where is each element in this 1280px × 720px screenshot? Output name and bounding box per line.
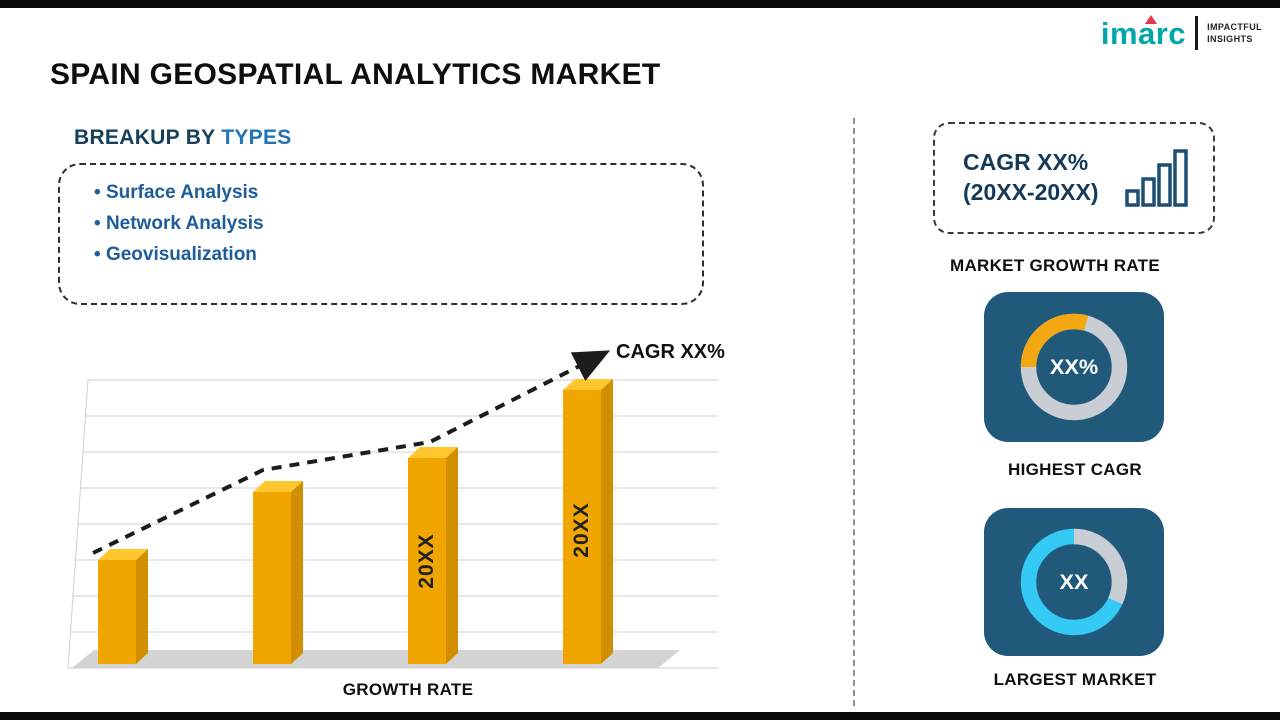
logo-divider <box>1195 16 1199 50</box>
growth-bar-chart-svg: 20XX 20XX <box>67 350 718 669</box>
chart-gridlines <box>67 379 718 669</box>
cagr-annotation: CAGR XX% <box>616 341 725 363</box>
growth-bar-chart: 20XX 20XX <box>58 330 758 680</box>
bottom-border-bar <box>0 712 1280 720</box>
breakup-heading: BREAKUP BY TYPES <box>74 126 292 150</box>
page-title: SPAIN GEOSPATIAL ANALYTICS MARKET <box>50 58 661 91</box>
bar-chart-icon <box>1125 149 1188 207</box>
top-border-bar <box>0 0 1280 8</box>
donut-center-value: XX <box>1060 569 1089 594</box>
bar-label: 20XX <box>415 533 438 588</box>
trend-arrow <box>92 350 611 555</box>
bar <box>98 549 148 664</box>
cagr-box-text: CAGR XX% (20XX-20XX) <box>963 148 1099 208</box>
donut-highlight-segment <box>1020 313 1128 421</box>
chart-floor <box>72 650 680 668</box>
largest-market-card: XX <box>984 508 1164 656</box>
logo-tagline: IMPACTFUL INSIGHTS <box>1207 21 1262 45</box>
bar-label: 20XX <box>570 502 593 557</box>
section-divider <box>853 118 855 706</box>
breakup-heading-prefix: BREAKUP BY <box>74 126 222 149</box>
imarc-logo: imarc IMPACTFUL INSIGHTS <box>1100 14 1262 51</box>
largest-market-donut: XX <box>1020 528 1128 636</box>
logo-tagline-line2: INSIGHTS <box>1207 34 1253 44</box>
highest-cagr-card: XX% <box>984 292 1164 442</box>
market-growth-rate-label: MARKET GROWTH RATE <box>949 256 1160 275</box>
xaxis-label: GROWTH RATE <box>342 680 474 699</box>
breakup-heading-highlight: TYPES <box>221 126 292 149</box>
donut-center-value: XX% <box>1050 354 1098 379</box>
bar: 20XX <box>563 379 613 664</box>
logo-brand-text: imarc <box>1100 15 1187 51</box>
breakup-item: Geovisualization <box>94 239 702 270</box>
breakup-item: Surface Analysis <box>94 177 702 208</box>
donut-remainder-segment <box>1020 528 1128 636</box>
cagr-box: CAGR XX% (20XX-20XX) <box>933 122 1215 234</box>
largest-market-label: LARGEST MARKET <box>993 670 1157 689</box>
highest-cagr-label: HIGHEST CAGR <box>1008 460 1142 479</box>
left-axis <box>67 379 89 669</box>
breakup-item: Network Analysis <box>94 208 702 239</box>
logo-brand-wrap: imarc <box>1100 14 1187 51</box>
cagr-box-line1: CAGR XX% <box>963 149 1089 176</box>
highest-cagr-donut: XX% <box>1020 313 1128 421</box>
bar: 20XX <box>408 447 458 664</box>
logo-tagline-line1: IMPACTFUL <box>1207 21 1262 32</box>
cagr-box-line2: (20XX-20XX) <box>963 179 1099 205</box>
bar <box>253 481 303 664</box>
logo-red-triangle-icon <box>1145 14 1158 24</box>
breakup-types-box: Surface Analysis Network Analysis Geovis… <box>58 163 704 305</box>
